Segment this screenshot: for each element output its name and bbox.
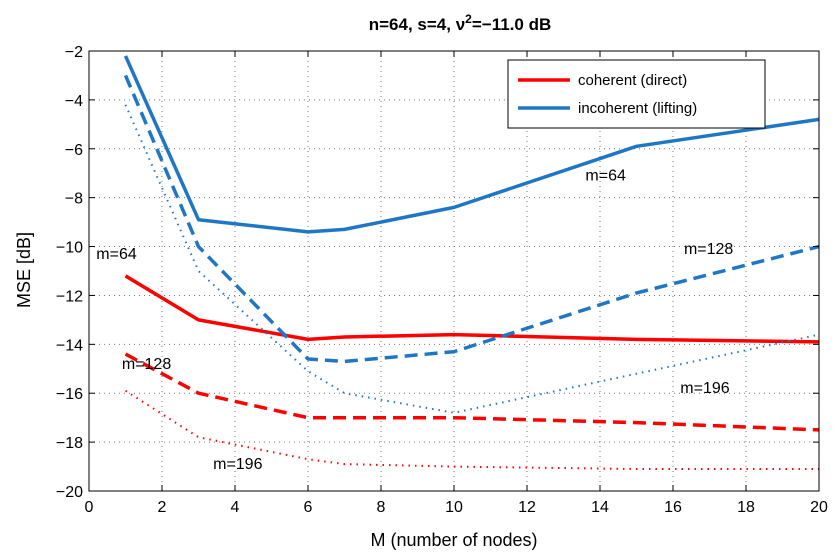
- x-tick-label: 20: [810, 499, 828, 516]
- x-tick-label: 2: [158, 499, 167, 516]
- series-annotation: m=128: [684, 241, 733, 258]
- annotations: m=64 m=128 m=196 m=64 m=128 m=196: [96, 168, 733, 473]
- series-line-coherent-m128-dashed: [124, 352, 820, 432]
- y-tick-label: −16: [56, 386, 83, 403]
- legend-box: [507, 59, 766, 129]
- x-tick-label: 4: [231, 499, 240, 516]
- y-tick-label: −2: [65, 44, 83, 61]
- y-tick-label: −18: [56, 435, 83, 452]
- x-tick-label: 16: [664, 499, 682, 516]
- series-annotation: m=196: [680, 380, 729, 397]
- series-line-coherent-m64-solid: [124, 274, 820, 344]
- x-tick-label: 6: [304, 499, 313, 516]
- y-tick-label: −14: [56, 337, 83, 354]
- axis-ticks: 0 2 4 6 8 10 12 14 16 18 20 −20 −18 −16 −14 −12 −10 −8 −6 −…: [56, 44, 828, 516]
- series-annotation: m=128: [122, 356, 171, 373]
- y-tick-label: −12: [56, 288, 83, 305]
- series-annotation: m=196: [213, 456, 262, 473]
- y-tick-label: −8: [65, 191, 83, 208]
- x-axis-label: M (number of nodes): [370, 530, 537, 550]
- y-tick-label: −20: [56, 484, 83, 501]
- series-line-incoherent-m64-solid: [123, 55, 820, 234]
- series-line-coherent-m196-dotted: [124, 389, 819, 470]
- y-tick-label: −10: [56, 240, 83, 257]
- legend: coherent (direct) incoherent (lifting): [507, 59, 766, 129]
- legend-label: coherent (direct): [578, 72, 687, 89]
- series-annotation: m=64: [96, 246, 137, 263]
- x-tick-label: 8: [377, 499, 386, 516]
- legend-label: incoherent (lifting): [578, 100, 697, 117]
- series-lines: [123, 55, 820, 470]
- x-tick-label: 12: [518, 499, 536, 516]
- series-annotation: m=64: [585, 168, 626, 185]
- y-tick-label: −6: [65, 142, 83, 159]
- x-tick-label: 14: [591, 499, 609, 516]
- chart-title: n=64, s=4, ν2=−11.0 dB: [369, 12, 552, 34]
- series-line-incoherent-m128-dashed: [123, 74, 820, 364]
- x-tick-label: 10: [445, 499, 463, 516]
- y-axis-label: MSE [dB]: [14, 232, 34, 308]
- x-tick-label: 0: [85, 499, 94, 516]
- series-line-incoherent-m196-dotted: [124, 104, 820, 414]
- x-tick-label: 18: [737, 499, 755, 516]
- y-tick-label: −4: [65, 93, 83, 110]
- grid: [89, 51, 819, 491]
